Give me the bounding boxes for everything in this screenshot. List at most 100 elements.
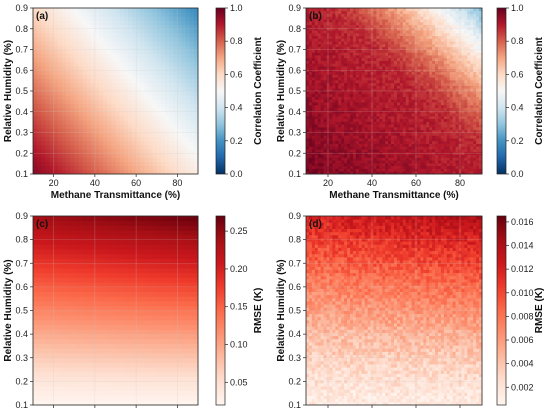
heatmap-cell: [450, 44, 453, 47]
heatmap-cell: [420, 105, 423, 108]
heatmap-cell: [74, 58, 79, 63]
heatmap-cell: [107, 20, 112, 25]
heatmap-cell: [329, 166, 332, 169]
heatmap-cell: [406, 146, 409, 149]
heatmap-cell: [368, 160, 371, 163]
heatmap-cell: [444, 160, 447, 163]
heatmap-cell: [365, 41, 368, 44]
heatmap-cell: [376, 19, 379, 22]
heatmap-cell: [438, 141, 441, 144]
heatmap-cell: [453, 41, 456, 44]
heatmap-cell: [356, 77, 359, 80]
heatmap-cell: [388, 74, 391, 77]
heatmap-cell: [412, 105, 415, 108]
heatmap-cell: [376, 52, 379, 55]
heatmap-cell: [373, 121, 376, 124]
heatmap-cell: [157, 99, 162, 104]
heatmap-cell: [450, 85, 453, 88]
heatmap-cell: [461, 166, 464, 169]
heatmap-cell: [461, 66, 464, 69]
heatmap-cell: [128, 74, 133, 79]
heatmap-cell: [124, 120, 129, 125]
heatmap-cell: [157, 37, 162, 42]
heatmap-cell: [312, 41, 315, 44]
heatmap-cell: [379, 77, 382, 80]
heatmap-cell: [376, 30, 379, 33]
heatmap-cell: [350, 144, 353, 147]
heatmap-cell: [403, 30, 406, 33]
heatmap-cell: [438, 63, 441, 66]
heatmap-cell: [83, 157, 88, 162]
heatmap-cell: [350, 80, 353, 83]
heatmap-cell: [329, 83, 332, 86]
heatmap-cell: [190, 157, 195, 162]
heatmap-cell: [140, 58, 145, 63]
heatmap-cell: [312, 61, 315, 64]
heatmap-cell: [329, 41, 332, 44]
heatmap-cell: [324, 102, 327, 105]
heatmap-cell: [78, 141, 83, 146]
heatmap-cell: [467, 146, 470, 149]
heatmap-cell: [444, 66, 447, 69]
heatmap-cell: [312, 119, 315, 122]
heatmap-cell: [344, 61, 347, 64]
heatmap-cell: [388, 124, 391, 127]
heatmap-cell: [315, 30, 318, 33]
heatmap-cell: [321, 138, 324, 141]
heatmap-cell: [312, 55, 315, 58]
heatmap-cell: [309, 99, 312, 102]
heatmap-cell: [388, 55, 391, 58]
heatmap-cell: [406, 108, 409, 111]
heatmap-cell: [450, 22, 453, 25]
heatmap-cell: [417, 127, 420, 130]
heatmap-cell: [107, 79, 112, 84]
heatmap-cell: [350, 91, 353, 94]
heatmap-cell: [450, 91, 453, 94]
heatmap-cell: [441, 38, 444, 41]
heatmap-cell: [66, 99, 71, 104]
heatmap-cell: [365, 149, 368, 152]
heatmap-cell: [373, 63, 376, 66]
heatmap-cell: [128, 79, 133, 84]
heatmap-cell: [128, 157, 133, 162]
heatmap-cell: [332, 99, 335, 102]
heatmap-cell: [350, 25, 353, 28]
heatmap-cell: [306, 30, 309, 33]
heatmap-cell: [182, 54, 187, 59]
heatmap-cell: [341, 157, 344, 160]
heatmap-cell: [464, 97, 467, 100]
heatmap-cell: [157, 116, 162, 121]
heatmap-cell: [321, 36, 324, 39]
heatmap-cell: [344, 77, 347, 80]
heatmap-cell: [397, 91, 400, 94]
heatmap-cell: [356, 141, 359, 144]
heatmap-cell: [394, 80, 397, 83]
heatmap-cell: [444, 133, 447, 136]
heatmap-cell: [397, 146, 400, 149]
heatmap-cell: [385, 121, 388, 124]
heatmap-cell: [186, 145, 191, 150]
heatmap-cell: [373, 133, 376, 136]
heatmap-cell: [165, 112, 170, 117]
heatmap-cell: [368, 99, 371, 102]
heatmap-cell: [432, 94, 435, 97]
heatmap-cell: [321, 105, 324, 108]
heatmap-cell: [379, 124, 382, 127]
heatmap-cell: [388, 36, 391, 39]
heatmap-cell: [435, 72, 438, 75]
heatmap-cell: [388, 19, 391, 22]
heatmap-cell: [95, 166, 100, 171]
heatmap-cell: [409, 108, 412, 111]
heatmap-cell: [312, 83, 315, 86]
heatmap-cell: [153, 70, 158, 75]
heatmap-cell: [177, 133, 182, 138]
heatmap-cell: [394, 141, 397, 144]
heatmap-cell: [153, 33, 158, 38]
heatmap-cell: [453, 8, 456, 11]
heatmap-cell: [149, 74, 154, 79]
heatmap-cell: [315, 102, 318, 105]
heatmap-cell: [149, 12, 154, 17]
heatmap-cell: [177, 157, 182, 162]
heatmap-cell: [347, 144, 350, 147]
heatmap-cell: [315, 155, 318, 158]
